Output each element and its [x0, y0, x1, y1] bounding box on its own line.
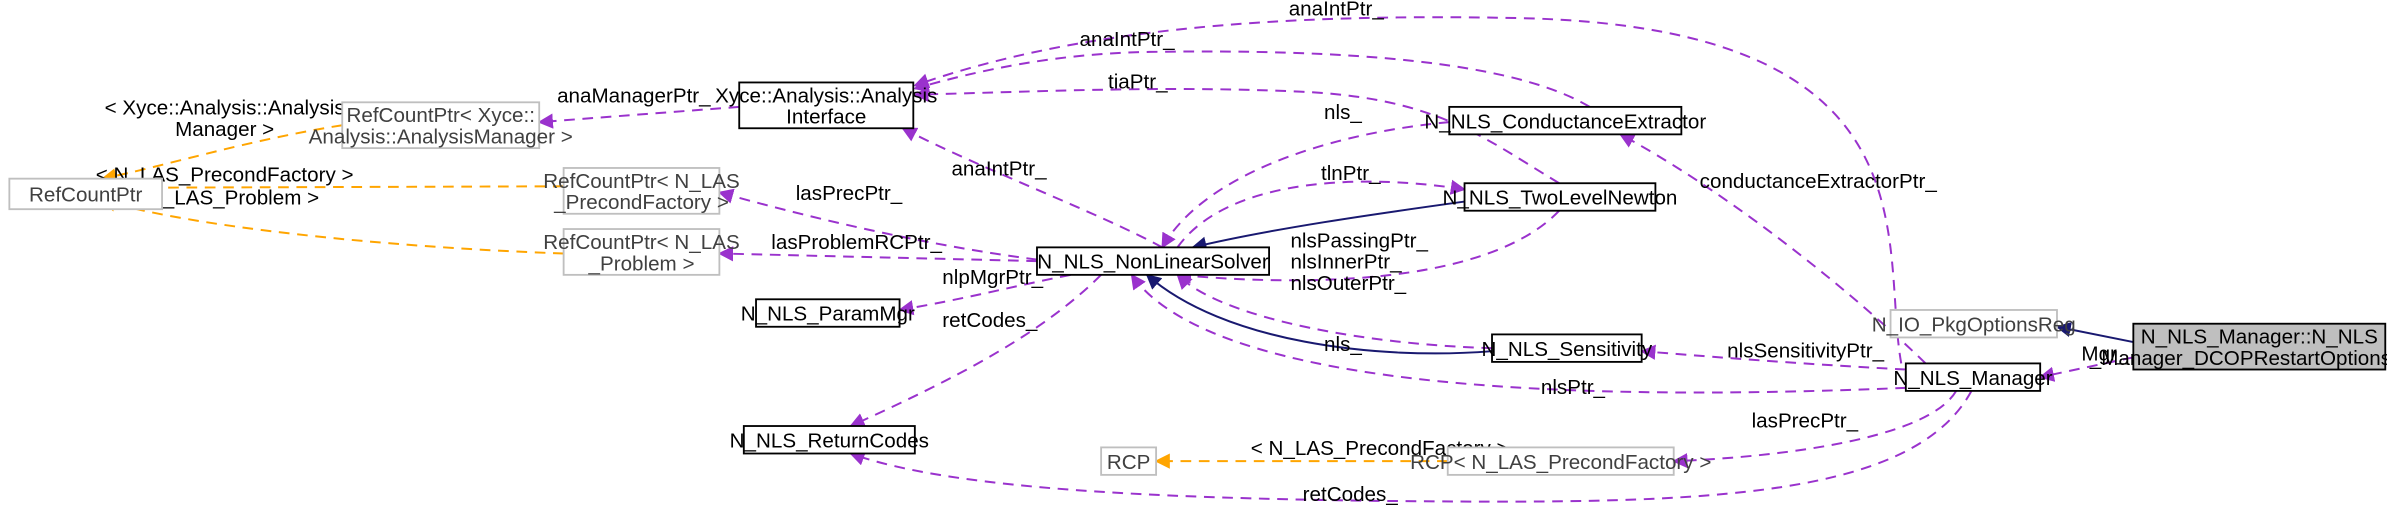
class-name: N_NLS_Manager	[1893, 367, 2052, 390]
class-name: N_NLS_Manager::N_NLS _Manager_DCOPRestart…	[2089, 326, 2387, 370]
class-name: Xyce::Analysis::Analysis Interface	[715, 84, 937, 128]
class-box	[1448, 105, 1683, 136]
usage-edge-5	[913, 50, 1591, 108]
class-name: N_IO_PkgOptionsReg	[1872, 313, 2076, 336]
usage-edge-3	[537, 105, 740, 129]
class-node-nls-manager[interactable]: N_NLS_Manager	[1893, 362, 2053, 392]
edge-label-conductance-extractor-ptr: conductanceExtractorPtr_	[1700, 170, 1938, 193]
class-box	[8, 177, 163, 211]
usage-edge-13	[849, 274, 1102, 428]
usage-edge-9	[1176, 179, 1467, 248]
edge-label-ana-int-ptr-top: anaIntPtr_	[1289, 0, 1385, 20]
usage-edge-11	[717, 246, 1038, 263]
class-name: RefCountPtr< N_LAS _Problem >	[543, 231, 739, 275]
inheritance-edge-24	[1191, 200, 1465, 252]
nodes-layer: RefCountPtr RefCountPtr< Xyce:: Analysis::…	[8, 81, 2387, 476]
edge-label-tia-ptr: tiaPtr_	[1108, 71, 1168, 94]
usage-edge-12	[898, 273, 1071, 316]
class-name: N_NLS_Sensitivity	[1482, 338, 1653, 361]
usage-edge-7	[901, 127, 1163, 249]
class-name: RefCountPtr< N_LAS _PrecondFactory >	[543, 170, 739, 214]
class-box	[1491, 333, 1643, 363]
class-box	[755, 298, 901, 328]
class-name: RCP< N_LAS_PrecondFactory >	[1410, 451, 1711, 474]
edge-label-nls-sensitivity-ptr: nlsSensitivityPtr_	[1727, 339, 1884, 362]
edge-label-nls-sens: nls_	[1324, 333, 1362, 356]
usage-edge-15	[1176, 273, 1493, 350]
usage-edge-8	[1161, 121, 1450, 249]
class-node-dcop-restart-options-reg: N_NLS_Manager::N_NLS _Manager_DCOPRestart…	[2089, 322, 2387, 371]
class-node-io-pkg-options-reg: N_IO_PkgOptionsReg	[1872, 309, 2076, 339]
edge-labels-layer: < Xyce::Analysis::Analysis Manager >< N_L…	[96, 0, 2129, 506]
class-box	[1036, 246, 1270, 276]
class-box	[742, 425, 916, 455]
edge-label-las-prec-ptr-mgr: lasPrecPtr_	[1752, 410, 1859, 433]
edge-label-rcp-precond-tpl: < N_LAS_PrecondFactory >	[1251, 437, 1509, 460]
class-name: N_NLS_ConductanceExtractor	[1424, 110, 1706, 133]
class-box	[562, 167, 721, 215]
class-name: N_NLS_NonLinearSolver	[1037, 251, 1269, 274]
edge-label-nls-ce: nls_	[1324, 101, 1362, 124]
class-node-nonlinear-solver[interactable]: N_NLS_NonLinearSolver	[1036, 246, 1270, 276]
edge-label-ret-codes-mgr: retCodes_	[1303, 483, 1399, 506]
edge-label-las-problem-rc-ptr: lasProblemRCPtr_	[771, 231, 942, 254]
class-name: RCP	[1107, 451, 1151, 474]
class-node-rcp-n-las-precond: RCP< N_LAS_PrecondFactory >	[1410, 446, 1711, 476]
usage-edge-16	[1130, 273, 1906, 394]
usage-edge-14	[1175, 210, 1560, 284]
edges-layer	[100, 16, 2134, 503]
usage-edge-22	[849, 390, 1973, 503]
class-node-conductance-extractor[interactable]: N_NLS_ConductanceExtractor	[1424, 105, 1706, 136]
class-node-rcp-analysis-manager: RefCountPtr< Xyce:: Analysis::AnalysisMan…	[309, 101, 573, 150]
usage-edge-20	[1672, 390, 1958, 469]
class-box	[738, 81, 915, 130]
class-box	[1904, 362, 2042, 392]
usage-edge-17	[1618, 133, 1927, 365]
class-box	[341, 101, 541, 150]
edge-label-las-problem-tpl: < N_LAS_Problem >	[130, 187, 319, 210]
edge-label-nls-passing: nlsPassingPtr_ nlsInnerPtr_ nlsOuterPtr_	[1290, 229, 1428, 295]
edge-label-analysis-manager-tpl: < Xyce::Analysis::Analysis Manager >	[105, 97, 345, 141]
class-node-two-level-newton[interactable]: N_NLS_TwoLevelNewton	[1443, 182, 1678, 212]
class-node-rcp-template: RCP	[1100, 446, 1158, 476]
class-node-sensitivity[interactable]: N_NLS_Sensitivity	[1482, 333, 1653, 363]
class-node-return-codes[interactable]: N_NLS_ReturnCodes	[730, 425, 929, 455]
class-name: RefCountPtr< Xyce:: Analysis::AnalysisMan…	[309, 104, 573, 148]
usage-edge-18	[1640, 344, 1906, 371]
class-box	[1889, 309, 2058, 339]
usage-edge-6	[913, 86, 1560, 185]
class-node-param-mgr[interactable]: N_NLS_ParamMgr	[741, 298, 915, 328]
edge-label-ana-int-ptr-ce: anaIntPtr_	[1080, 28, 1176, 51]
class-name: N_NLS_TwoLevelNewton	[1443, 187, 1678, 210]
usage-edge-4	[913, 16, 1903, 364]
class-name: N_NLS_ReturnCodes	[730, 429, 929, 452]
class-node-refcountptr[interactable]: RefCountPtr	[8, 177, 163, 211]
edge-label-ana-int-ptr-nls: anaIntPtr_	[951, 158, 1047, 181]
template-edge-2	[101, 196, 564, 255]
class-node-rcp-precond-factory: RefCountPtr< N_LAS _PrecondFactory >	[543, 167, 740, 215]
usage-edge-19	[2038, 356, 2134, 382]
inheritance-edge-25	[2055, 321, 2134, 344]
inheritance-edge-23	[1145, 273, 1493, 355]
template-edge-1	[100, 180, 564, 196]
edge-label-nls-ptr: nlsPtr_	[1541, 376, 1606, 399]
edge-label-ret-codes: retCodes_	[942, 309, 1038, 332]
class-name: N_NLS_ParamMgr	[741, 303, 915, 326]
edge-label-tln-ptr: tlnPtr_	[1321, 162, 1381, 185]
class-name: RefCountPtr	[29, 184, 143, 207]
edge-label-las-prec-ptr: lasPrecPtr_	[796, 182, 903, 205]
edge-label-mgr: Mgr_	[2081, 342, 2128, 365]
class-node-rcp-las-problem: RefCountPtr< N_LAS _Problem >	[543, 228, 740, 276]
class-box	[2132, 322, 2387, 371]
class-box	[1463, 182, 1657, 212]
edge-label-ana-manager-ptr: anaManagerPtr_	[557, 84, 711, 107]
class-node-analysis-interface[interactable]: Xyce::Analysis::Analysis Interface	[715, 81, 937, 130]
template-edge-0	[101, 124, 343, 184]
edge-label-nlp-mgr-ptr: nlpMgrPtr_	[942, 266, 1043, 289]
class-box	[1446, 446, 1675, 476]
class-box	[562, 228, 721, 276]
class-box	[1100, 446, 1158, 476]
